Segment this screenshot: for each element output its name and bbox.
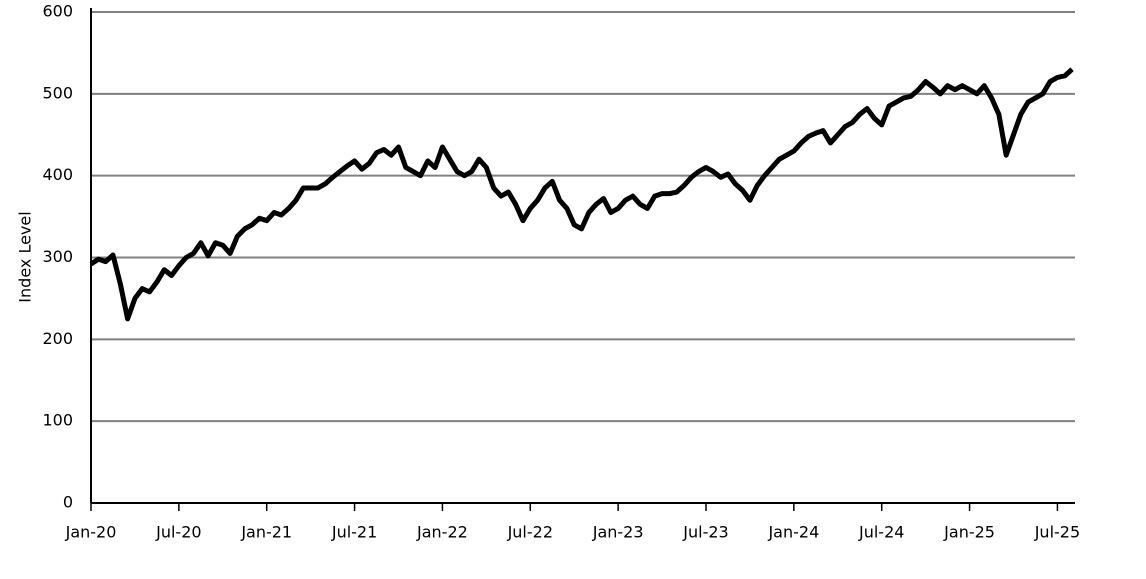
x-tick-label: Jul-20 — [155, 523, 201, 542]
y-tick-label: 400 — [42, 165, 73, 184]
y-tick-label: 500 — [42, 83, 73, 102]
x-tick-label: Jan-25 — [943, 523, 995, 542]
y-tick-label: 600 — [42, 2, 73, 21]
y-tick-label: 0 — [63, 493, 73, 512]
x-tick-label: Jan-21 — [240, 523, 292, 542]
y-tick-label: 300 — [42, 247, 73, 266]
x-tick-label: Jul-25 — [1034, 523, 1080, 542]
y-axis-label: Index Level — [16, 211, 35, 302]
x-tick-label: Jul-21 — [331, 523, 377, 542]
x-tick-label: Jan-22 — [416, 523, 468, 542]
x-tick-label: Jul-24 — [858, 523, 904, 542]
y-tick-label: 200 — [42, 329, 73, 348]
x-tick-label: Jul-22 — [507, 523, 553, 542]
data-line — [89, 67, 1074, 322]
x-tick-label: Jan-20 — [65, 523, 117, 542]
x-tick-label: Jul-23 — [682, 523, 728, 542]
y-tick-label: 100 — [42, 411, 73, 430]
x-tick-label: Jan-24 — [767, 523, 819, 542]
x-tick-label: Jan-23 — [592, 523, 644, 542]
